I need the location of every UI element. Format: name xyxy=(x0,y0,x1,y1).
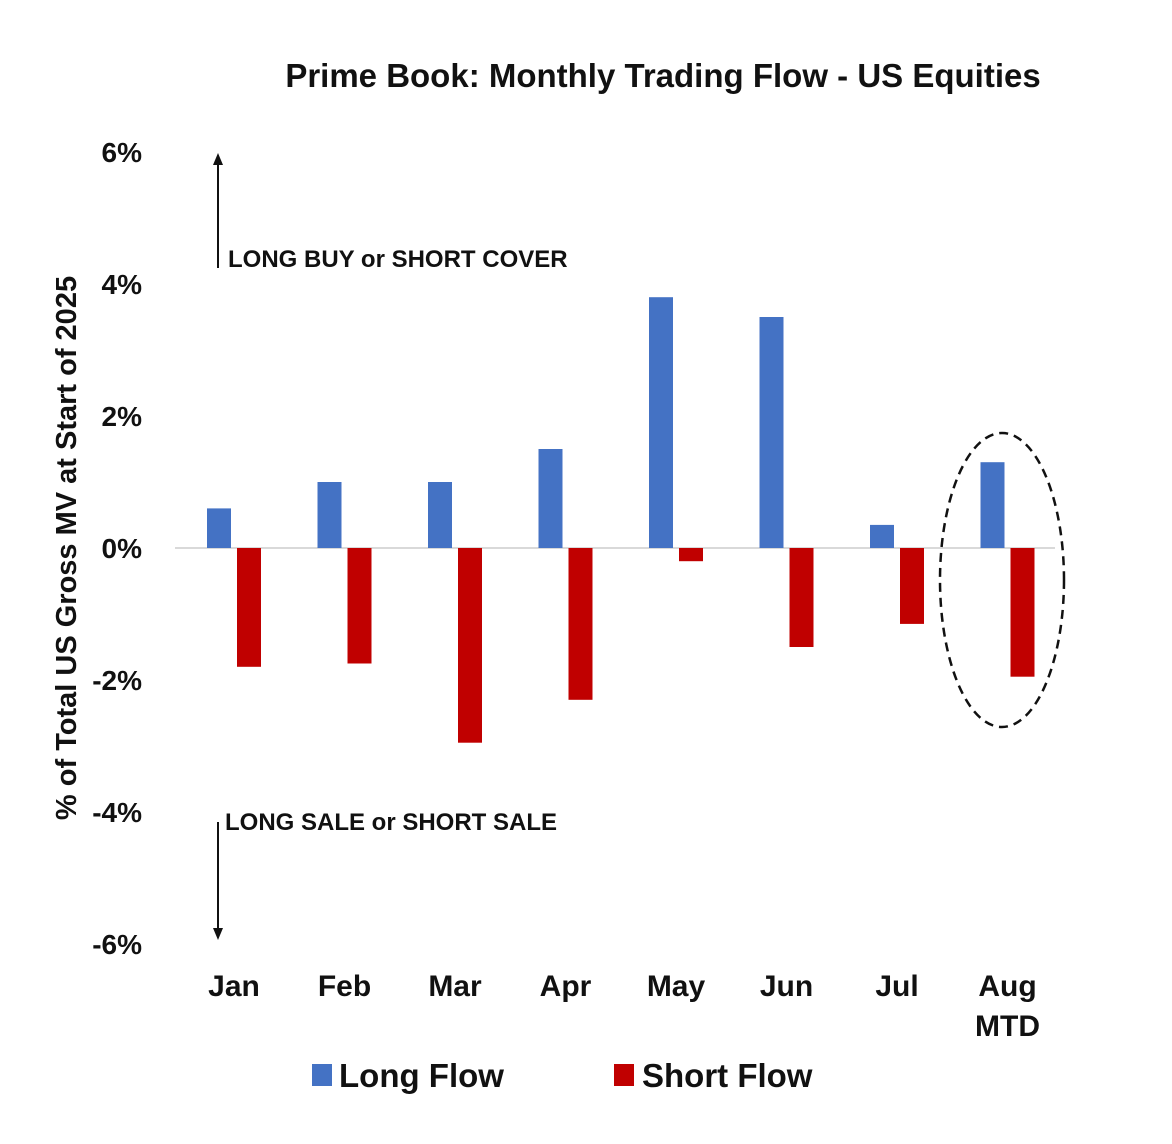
x-axis-ticks: Jan Feb Mar Apr May Jun Jul Aug MTD xyxy=(208,970,1040,1043)
down-arrow-icon xyxy=(213,928,223,940)
bar-long-flow xyxy=(870,524,894,548)
x-tick-label: Mar xyxy=(428,970,482,1003)
y-tick-label: -6% xyxy=(92,929,142,960)
bar-short-flow xyxy=(1010,548,1035,677)
bar-long-flow xyxy=(759,317,784,548)
bar-short-flow xyxy=(237,548,261,667)
annotation-long-sale: LONG SALE or SHORT SALE xyxy=(225,809,557,836)
bar-short-flow xyxy=(679,548,703,562)
bar-long-flow xyxy=(538,449,563,548)
y-tick-label: -4% xyxy=(92,797,142,828)
x-tick-label: Jan xyxy=(208,970,260,1003)
bar-short-flow xyxy=(458,548,482,743)
up-arrow-icon xyxy=(213,153,223,165)
bar-long-flow xyxy=(649,297,673,548)
legend: Long Flow Short Flow xyxy=(312,1057,813,1094)
x-tick-label: Apr xyxy=(540,970,592,1003)
bar-short-flow xyxy=(789,548,814,647)
bar-long-flow xyxy=(980,462,1005,548)
x-tick-label: Jul xyxy=(875,970,918,1003)
y-tick-label: 0% xyxy=(102,533,143,564)
legend-swatch-long-flow xyxy=(312,1064,332,1086)
y-tick-label: 2% xyxy=(102,401,143,432)
y-axis-label: % of Total US Gross MV at Start of 2025 xyxy=(51,276,83,820)
aug-highlight-ellipse xyxy=(938,431,1066,729)
legend-label-long-flow: Long Flow xyxy=(339,1057,504,1094)
y-axis-ticks: 6% 4% 2% 0% -2% -4% -6% xyxy=(92,137,142,960)
bar-short-flow xyxy=(347,548,372,664)
bar-short-flow xyxy=(568,548,593,700)
y-tick-label: 4% xyxy=(102,269,143,300)
bar-long-flow xyxy=(317,482,342,548)
bars-group xyxy=(207,297,1035,743)
legend-label-short-flow: Short Flow xyxy=(642,1057,813,1094)
bar-short-flow xyxy=(900,548,924,624)
annotation-long-buy: LONG BUY or SHORT COVER xyxy=(228,246,568,273)
y-tick-label: 6% xyxy=(102,137,143,168)
x-tick-label: Jun xyxy=(760,970,813,1003)
x-tick-label: MTD xyxy=(975,1010,1040,1043)
chart-title: Prime Book: Monthly Trading Flow - US Eq… xyxy=(285,57,1040,94)
x-tick-label: Aug xyxy=(978,970,1036,1003)
x-tick-label: Feb xyxy=(318,970,371,1003)
y-tick-label: -2% xyxy=(92,665,142,696)
bar-long-flow xyxy=(428,482,452,548)
legend-swatch-short-flow xyxy=(614,1064,634,1086)
x-tick-label: May xyxy=(647,970,706,1003)
bar-long-flow xyxy=(207,508,231,548)
